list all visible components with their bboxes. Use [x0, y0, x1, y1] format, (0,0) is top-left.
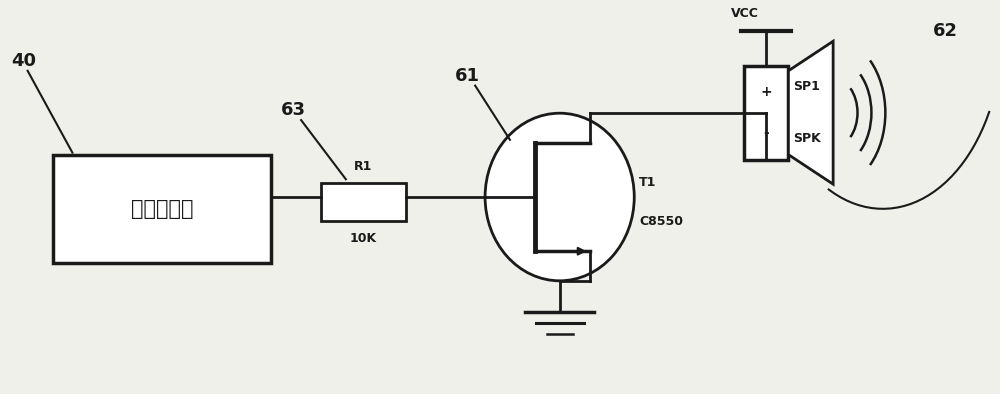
Text: R1: R1 [354, 160, 372, 173]
Text: SPK: SPK [793, 132, 821, 145]
Text: -: - [763, 126, 769, 140]
Text: VCC: VCC [731, 7, 759, 20]
Polygon shape [788, 41, 833, 184]
Text: C8550: C8550 [639, 215, 683, 228]
Bar [53, 154, 271, 263]
Text: 40: 40 [11, 52, 36, 70]
Text: 63: 63 [281, 101, 306, 119]
Text: 61: 61 [455, 67, 480, 85]
Text: +: + [760, 85, 772, 99]
Text: 62: 62 [933, 22, 958, 40]
Ellipse shape [485, 113, 634, 281]
Text: SP1: SP1 [793, 80, 820, 93]
Text: 10K: 10K [350, 232, 377, 245]
Text: 第二单片机: 第二单片机 [131, 199, 193, 219]
Bar [321, 183, 406, 221]
Text: T1: T1 [639, 176, 657, 189]
Bar [744, 66, 788, 160]
